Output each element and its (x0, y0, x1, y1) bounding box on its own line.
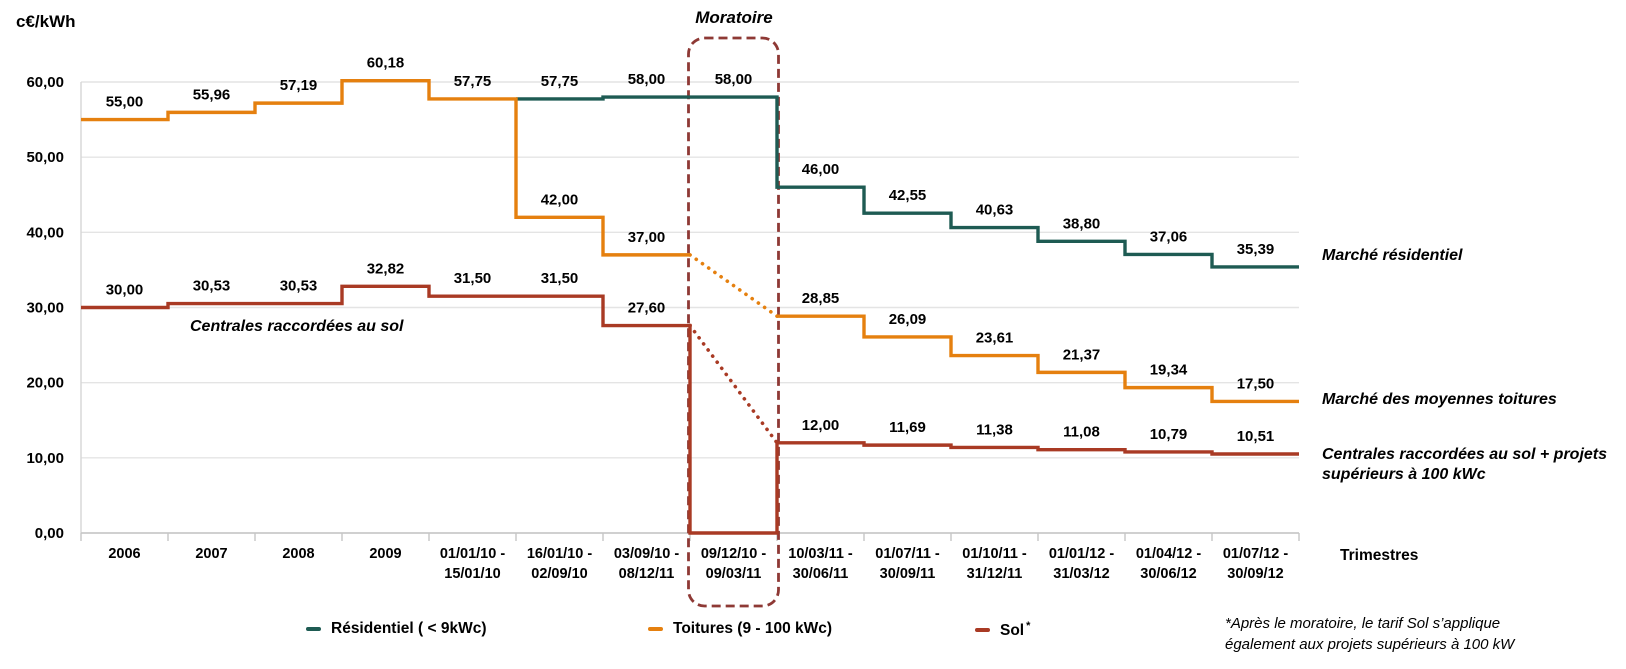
footnote-line-2: également aux projets supérieurs à 100 k… (1225, 635, 1515, 653)
value-label: 58,00 (628, 71, 666, 88)
x-category-label: 30/09/12 (1227, 566, 1283, 582)
x-category-label: 10/03/11 - (788, 546, 853, 562)
x-category-label: 2008 (282, 546, 314, 562)
x-category-label: 01/07/11 - (875, 546, 940, 562)
value-label: 21,37 (1063, 346, 1101, 363)
x-category-label: 16/01/10 - (527, 546, 592, 562)
value-label: 37,00 (628, 229, 666, 246)
x-category-label: 30/06/11 (793, 566, 849, 582)
value-label: 17,50 (1237, 375, 1275, 392)
legend-item-sol: Sol * (975, 620, 1030, 640)
y-tick-label: 20,00 (26, 375, 64, 392)
value-label: 31,50 (541, 270, 579, 287)
y-tick-label: 30,00 (26, 300, 64, 317)
x-category-label: 2007 (195, 546, 227, 562)
legend-asterisk: * (1026, 620, 1031, 632)
value-label: 11,38 (976, 421, 1013, 438)
x-category-label: 01/01/10 - (440, 546, 505, 562)
value-label: 42,55 (889, 187, 927, 204)
market-label-medium-roofs: Marché des moyennes toitures (1322, 391, 1557, 408)
series-line-0 (516, 95, 1299, 269)
value-label: 30,53 (280, 278, 318, 295)
legend-label: Résidentiel ( < 9kWc) (331, 620, 487, 637)
value-label: 11,69 (889, 419, 926, 436)
value-label: 58,00 (715, 71, 753, 88)
x-category-label: 01/07/12 - (1223, 546, 1288, 562)
value-label: 55,00 (106, 94, 144, 111)
x-category-label: 31/03/12 (1053, 566, 1109, 582)
y-tick-label: 60,00 (26, 74, 64, 91)
value-label: 31,50 (454, 270, 492, 287)
value-label: 27,60 (628, 300, 666, 317)
x-axis-title: Trimestres (1340, 547, 1419, 564)
y-axis-unit-label: c€/kWh (16, 12, 76, 31)
legend-dash-icon (975, 627, 990, 633)
series-line-2 (81, 284, 1299, 535)
legend-item-residentiel: Résidentiel ( < 9kWc) (306, 620, 486, 638)
value-label: 30,53 (193, 278, 231, 295)
value-label: 10,51 (1237, 428, 1275, 445)
footnote-line-1: *Après le moratoire, le tarif Sol s’appl… (1225, 615, 1501, 632)
ground-connected-annotation: Centrales raccordées au sol (190, 318, 404, 335)
legend: Résidentiel ( < 9kWc) Toitures (9 - 100 … (0, 620, 1626, 650)
value-label: 32,82 (367, 260, 405, 277)
market-label-residential: Marché résidentiel (1322, 247, 1463, 264)
x-category-label: 31/12/11 (967, 566, 1023, 582)
x-category-label: 15/01/10 (444, 566, 500, 582)
value-label: 57,75 (454, 73, 492, 90)
x-category-label: 2009 (369, 546, 401, 562)
y-tick-label: 10,00 (26, 450, 64, 467)
value-label: 12,00 (802, 417, 840, 434)
x-category-label: 30/06/12 (1140, 566, 1196, 582)
market-label-ground-plants: Centrales raccordées au sol + projets su… (1322, 446, 1608, 483)
value-label: 19,34 (1150, 362, 1188, 379)
value-label: 38,80 (1063, 215, 1101, 232)
x-category-label: 03/09/10 - (614, 546, 679, 562)
value-label: 28,85 (802, 290, 840, 307)
value-label: 23,61 (976, 330, 1014, 347)
x-category-label: 08/12/11 (619, 566, 675, 582)
value-label: 37,06 (1150, 228, 1188, 245)
series-line-1 (81, 78, 1299, 404)
value-label: 60,18 (367, 55, 405, 72)
value-label: 40,63 (976, 202, 1014, 219)
value-label: 10,79 (1150, 426, 1188, 443)
x-category-label: 01/04/12 - (1136, 546, 1201, 562)
dotted-transition-line (688, 323, 779, 445)
footnote: *Après le moratoire, le tarif Sol s’appl… (1225, 614, 1514, 655)
dotted-transition-line (688, 253, 779, 318)
moratoire-title: Moratoire (695, 8, 773, 27)
legend-dash-icon (648, 626, 663, 632)
legend-label: Sol * (1000, 620, 1031, 640)
x-category-label: 2006 (108, 546, 140, 562)
value-label: 55,96 (193, 86, 231, 103)
value-label: 35,39 (1237, 241, 1275, 258)
y-tick-label: 40,00 (26, 224, 64, 241)
x-category-label: 09/12/10 - (701, 546, 766, 562)
value-label: 57,19 (280, 77, 318, 94)
legend-dash-icon (306, 626, 321, 632)
x-category-label: 30/09/11 (880, 566, 936, 582)
x-category-label: 02/09/10 (531, 566, 587, 582)
x-category-label: 01/01/12 - (1049, 546, 1114, 562)
value-label: 46,00 (802, 161, 840, 178)
legend-item-toitures: Toitures (9 - 100 kWc) (648, 620, 832, 638)
y-tick-label: 50,00 (26, 149, 64, 166)
moratoire-box (687, 36, 780, 608)
value-label: 57,75 (541, 73, 579, 90)
legend-label: Toitures (9 - 100 kWc) (673, 620, 833, 637)
value-label: 42,00 (541, 191, 579, 208)
x-category-label: 01/10/11 - (962, 546, 1027, 562)
x-category-label: 09/03/11 (706, 566, 762, 582)
value-label: 30,00 (106, 282, 144, 299)
value-label: 11,08 (1063, 424, 1100, 441)
y-tick-label: 0,00 (35, 525, 64, 542)
value-label: 26,09 (889, 311, 927, 328)
